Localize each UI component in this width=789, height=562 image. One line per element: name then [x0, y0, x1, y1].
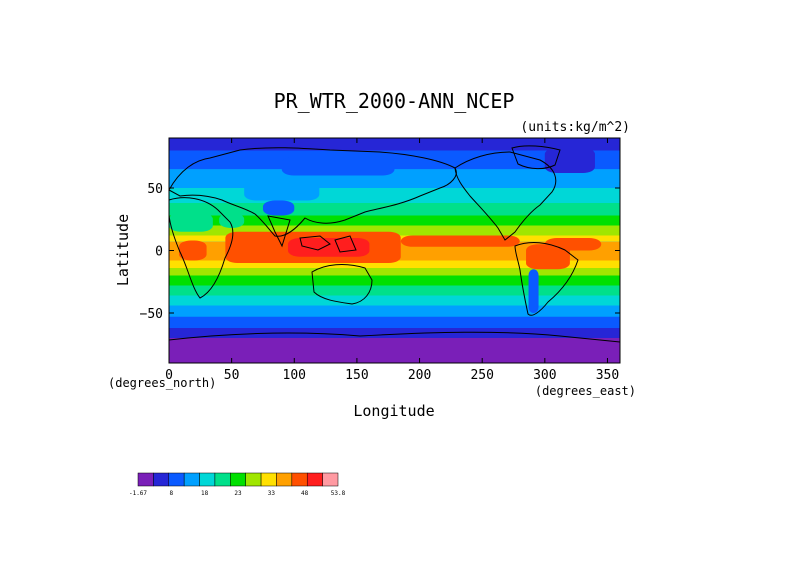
coastline-eurasia: [168, 147, 457, 237]
zonal-band: [169, 285, 620, 296]
coastline-africa: [168, 197, 234, 299]
colorbar-cell: [168, 472, 185, 487]
x-tick-label: 50: [224, 368, 240, 383]
colorbar-cells: [137, 472, 339, 487]
zonal-band: [169, 305, 620, 317]
colorbar-label: 8: [170, 490, 174, 497]
chart-title: PR_WTR_2000-ANN_NCEP: [274, 89, 515, 113]
x-tick-label: 350: [596, 368, 619, 383]
colorbar-cell: [199, 472, 216, 487]
y-tick-labels: 50 0 −50: [140, 182, 163, 322]
colorbar-cell: [260, 472, 277, 487]
patch-central-asia: [244, 181, 320, 201]
zonal-band: [169, 295, 620, 306]
y-tick-label: 50: [147, 182, 163, 197]
zonal-band: [169, 225, 620, 236]
colorbar-cell: [245, 472, 262, 487]
colorbar-label: 23: [234, 490, 242, 497]
colorbar-cell: [291, 472, 308, 487]
y-tick-label: −50: [140, 307, 163, 322]
coastline-greenland: [511, 145, 561, 170]
patch-andes: [528, 269, 539, 313]
colorbar-cell: [276, 472, 293, 487]
colorbar-cell: [230, 472, 246, 487]
x-tick-label: 0: [165, 368, 173, 383]
colorbar-label: -1.67: [129, 490, 147, 497]
zonal-band: [169, 188, 620, 203]
y-tick-label: 0: [155, 245, 163, 260]
colorbar-cell: [322, 472, 339, 487]
plot-area: [168, 137, 621, 364]
colorbar-cell: [137, 472, 154, 487]
colorbar-cell: [214, 472, 231, 487]
colorbar-labels: -1.67 8 18 23 33 48 53.8: [129, 490, 346, 497]
colorbar-cell: [183, 472, 200, 487]
patches-layer: [169, 148, 620, 363]
colorbar-label: 18: [201, 490, 209, 497]
zonal-band: [169, 328, 620, 338]
colorbar-label: 33: [268, 490, 276, 497]
coastline-layer: [168, 145, 621, 343]
patch-amazon: [526, 244, 570, 270]
patch-siberia: [281, 156, 395, 176]
patch-tibet: [262, 200, 295, 216]
y-axis-label: Latitude: [114, 214, 132, 286]
patch-central-africa: [179, 240, 207, 261]
zonal-band: [169, 316, 620, 328]
patch-greenland: [544, 148, 595, 173]
x-tick-label: 100: [283, 368, 306, 383]
tick-marks: [168, 138, 620, 363]
y-unit-label: (degrees_north): [108, 376, 216, 390]
coastline-north-america: [454, 151, 557, 241]
colorbar-cell: [153, 472, 170, 487]
patch-warm-pool-core: [288, 238, 370, 257]
patch-sahara: [169, 213, 213, 232]
x-tick-labels: 0 50 100 150 200 250 300 350: [165, 368, 619, 383]
colorbar-label: 53.8: [331, 490, 346, 497]
coastline-south-america: [514, 242, 579, 316]
colorbar: -1.67 8 18 23 33 48 53.8: [129, 472, 346, 497]
patch-antarctica: [169, 340, 620, 363]
patch-pacific-itcz: [400, 235, 520, 247]
zonal-band: [169, 275, 620, 286]
x-axis-label: Longitude: [353, 402, 434, 420]
units-label: (units:kg/m^2): [520, 120, 630, 135]
coastline-australia: [311, 264, 373, 305]
x-tick-label: 250: [470, 368, 493, 383]
coastline-maritime-continent: [299, 235, 357, 253]
x-tick-label: 150: [345, 368, 368, 383]
x-unit-label: (degrees_east): [535, 384, 636, 398]
x-tick-label: 200: [408, 368, 431, 383]
coastline-antarctica: [168, 331, 621, 343]
x-tick-label: 300: [533, 368, 556, 383]
colorbar-label: 48: [301, 490, 309, 497]
zonal-band: [169, 260, 620, 268]
zonal-band: [169, 215, 620, 226]
colorbar-cell: [306, 472, 323, 487]
coastline-india: [267, 215, 291, 248]
zonal-band: [169, 268, 620, 276]
